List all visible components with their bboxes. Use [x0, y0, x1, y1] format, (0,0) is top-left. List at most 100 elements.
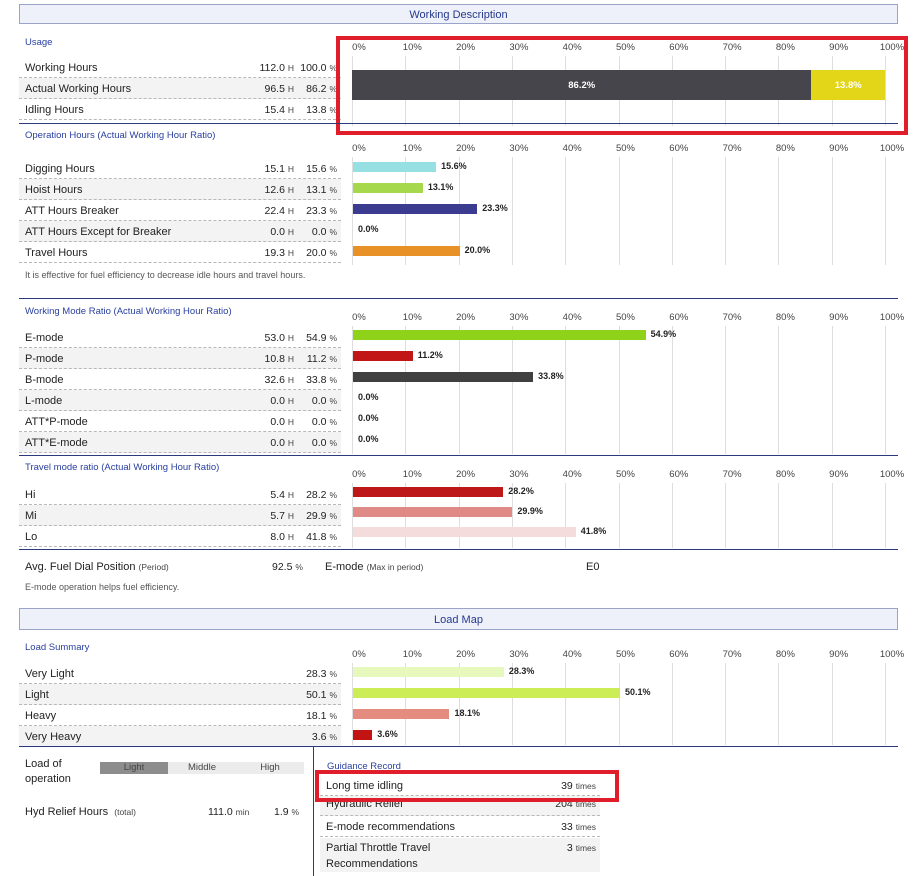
bar: [353, 246, 460, 256]
gridline: [352, 483, 353, 548]
bar: [353, 372, 534, 382]
load-segment-middle: Middle: [188, 762, 216, 773]
tick-label: 80%: [775, 312, 795, 323]
fuel-dial-value: 92.5 %: [272, 561, 303, 573]
row-percent: 100.0 %: [300, 62, 337, 74]
row-label: E-mode: [25, 332, 64, 344]
row-label: Hi: [25, 489, 36, 501]
row-percent: 13.8 %: [306, 104, 337, 116]
gridline: [618, 663, 620, 745]
table-row: Mi 5.7 H 29.9 %: [19, 505, 341, 526]
data-label: 13.1%: [427, 182, 454, 192]
data-label: 23.3%: [482, 203, 508, 213]
gridline: [618, 157, 620, 265]
guidance-label: E-mode recommendations: [326, 821, 456, 833]
tick-label: 90%: [829, 312, 849, 323]
tick-label: 10%: [402, 649, 422, 660]
tick-label: 50%: [615, 312, 636, 323]
tick-label: 0%: [352, 42, 366, 53]
gridline: [511, 326, 513, 454]
working-mode-chart: 0% 10% 20% 30% 40% 50% 60% 70% 80% 90% 100% 54.9% 11…: [352, 312, 904, 454]
hyd-relief-label: Hyd Relief Hours (total): [25, 806, 136, 818]
tick-label: 30%: [509, 649, 529, 660]
row-label: Light: [25, 689, 49, 701]
bar: [353, 730, 373, 740]
table-row: P-mode 10.8 H 11.2 %: [19, 348, 341, 369]
bar: [353, 204, 478, 214]
table-row: Hoist Hours 12.6 H 13.1 %: [19, 179, 341, 200]
divider: [19, 746, 898, 747]
load-map-banner: Load Map: [19, 608, 898, 630]
table-row: B-mode 32.6 H 33.8 %: [19, 369, 341, 390]
data-label: 28.2%: [508, 486, 534, 496]
tick-label: 50%: [615, 143, 636, 154]
tick-label: 30%: [509, 143, 529, 154]
tick-label: 70%: [722, 42, 742, 53]
tick-label: 40%: [562, 312, 582, 323]
gridline: [511, 157, 513, 265]
gridline: [885, 483, 886, 548]
row-percent: 0.0 %: [311, 416, 337, 428]
tick-label: 10%: [402, 42, 422, 53]
row-label: ATT Hours Breaker: [25, 205, 119, 217]
row-label: Hoist Hours: [25, 184, 83, 196]
row-label: L-mode: [25, 395, 63, 407]
tick-label: 10%: [402, 469, 422, 480]
row-label: Travel Hours: [25, 247, 88, 259]
row-percent: 13.1 %: [306, 184, 337, 196]
row-hours: 5.7 H: [270, 510, 294, 522]
travel-mode-chart: 0% 10% 20% 30% 40% 50% 60% 70% 80% 90% 100% 28.2% 29…: [352, 469, 904, 548]
row-percent: 18.1 %: [306, 710, 337, 722]
row-hours: 96.5 H: [264, 83, 295, 95]
table-row: Heavy 18.1 %: [19, 705, 341, 726]
bar: [353, 487, 504, 497]
table-row: Travel Hours 19.3 H 20.0 %: [19, 242, 341, 263]
row-hours: 0.0 H: [270, 226, 294, 238]
row-label: B-mode: [25, 374, 64, 386]
row-label: P-mode: [25, 353, 64, 365]
row-label: Digging Hours: [25, 163, 95, 175]
table-row: Digging Hours 15.1 H 15.6 %: [19, 158, 341, 179]
guidance-row-idling: Long time idling 39 times: [320, 776, 600, 796]
row-hours: 15.1 H: [264, 163, 295, 175]
load-segment-high: High: [260, 762, 280, 773]
row-hours: 0.0 H: [270, 416, 294, 428]
row-percent: 33.8 %: [306, 374, 337, 386]
gridline: [885, 326, 886, 454]
row-label: Lo: [25, 531, 38, 543]
data-label: 0.0%: [358, 434, 379, 444]
table-row: Hi 5.4 H 28.2 %: [19, 484, 341, 505]
tick-label: 80%: [775, 42, 795, 53]
tick-label: 50%: [615, 42, 636, 53]
tick-label: 100%: [879, 143, 905, 154]
tick-label: 20%: [456, 649, 476, 660]
tick-label: 100%: [879, 312, 905, 323]
tick-label: 70%: [722, 649, 742, 660]
gridline: [778, 157, 780, 265]
highlight-box-usage: [336, 36, 908, 135]
gridline: [671, 326, 673, 454]
row-hours: 10.8 H: [264, 353, 295, 365]
row-hours: 19.3 H: [264, 247, 295, 259]
tick-label: 0%: [352, 143, 366, 154]
tick-label: 0%: [352, 469, 366, 480]
row-percent: 20.0 %: [306, 247, 337, 259]
gridline: [885, 157, 886, 265]
row-percent: 11.2 %: [306, 353, 337, 365]
row-hours: 15.4 H: [264, 104, 295, 116]
operation-hours-chart: 0% 10% 20% 30% 40% 50% 60% 70% 80% 90% 100% 15.6% 13…: [352, 143, 904, 265]
fuel-note: E-mode operation helps fuel efficiency.: [25, 582, 180, 592]
row-hours: 32.6 H: [264, 374, 295, 386]
usage-title: Usage: [25, 37, 53, 48]
tick-label: 40%: [562, 649, 582, 660]
hyd-relief-minutes: 111.0 min: [208, 806, 250, 818]
gridline: [725, 483, 727, 548]
gridline: [725, 326, 727, 454]
tick-label: 80%: [775, 143, 795, 154]
gridline: [885, 663, 886, 745]
row-label: Actual Working Hours: [25, 83, 132, 95]
data-label: 50.1%: [625, 687, 651, 697]
gridline: [565, 157, 567, 265]
row-percent: 50.1 %: [306, 689, 337, 701]
table-row: Working Hours 112.0 H 100.0 %: [19, 57, 341, 78]
